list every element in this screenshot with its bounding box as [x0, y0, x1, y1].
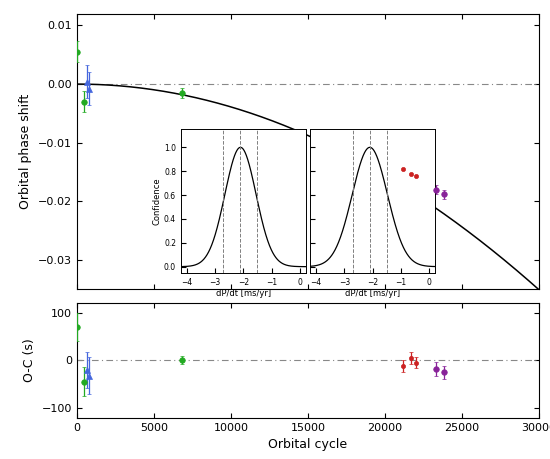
X-axis label: Orbital cycle: Orbital cycle	[268, 438, 348, 451]
Y-axis label: O-C (s): O-C (s)	[23, 338, 36, 382]
Y-axis label: Orbital phase shift: Orbital phase shift	[19, 94, 32, 209]
